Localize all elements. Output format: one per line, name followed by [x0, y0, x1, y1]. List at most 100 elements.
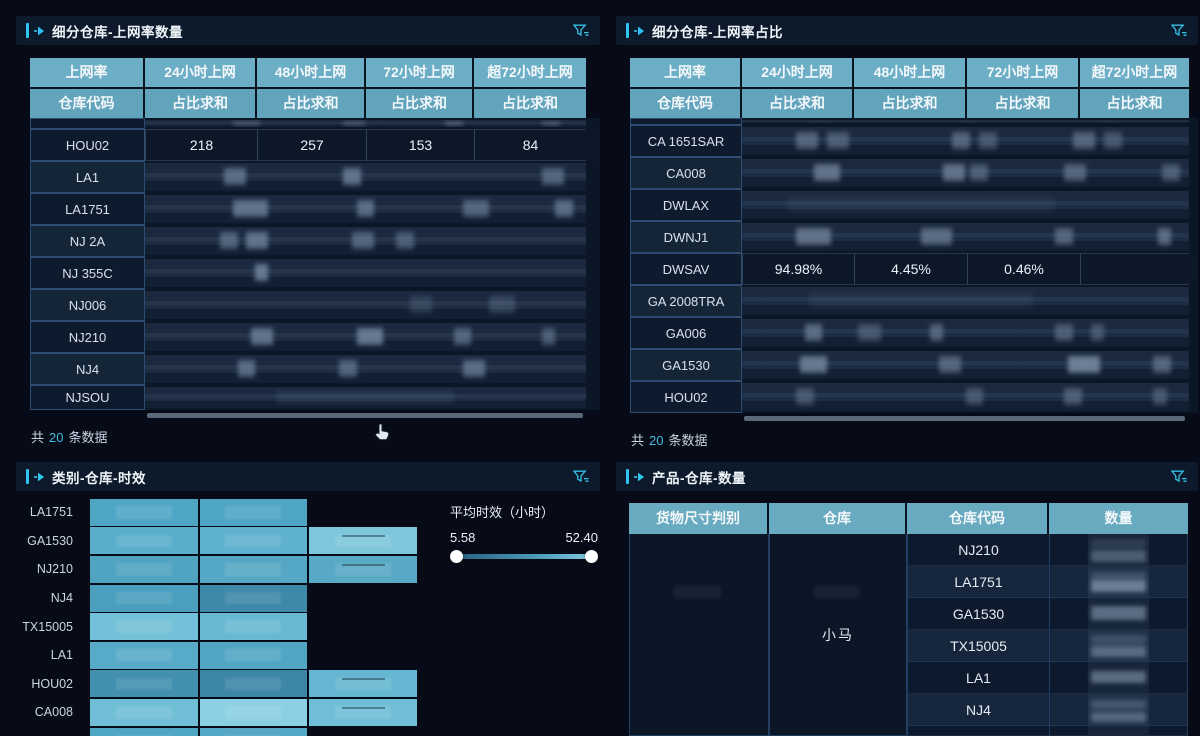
table-row[interactable]: HOU02	[630, 381, 1198, 413]
row-label[interactable]: DWLAX	[630, 189, 742, 221]
table-row[interactable]: LA1	[30, 161, 600, 193]
heatmap-cell[interactable]	[90, 641, 198, 669]
heatmap-cell[interactable]	[90, 527, 198, 555]
row-label[interactable]: NJ006	[30, 289, 145, 321]
heatmap-cell[interactable]	[309, 555, 417, 583]
table-row[interactable]: DWSAV 94.98% 4.45% 0.46%	[630, 253, 1198, 285]
panel-product-warehouse-qty: 产品-仓库-数量 货物尺寸判别 仓库 仓库代码 数量 小马 NJ210 LA1751 GA1…	[616, 462, 1198, 736]
row-label[interactable]: CA008	[630, 157, 742, 189]
table-cell[interactable]: 257	[257, 129, 366, 161]
heatmap-cell[interactable]	[309, 698, 417, 726]
quantity-cell[interactable]	[1049, 662, 1188, 694]
warehouse-code-cell[interactable]: GA1530	[907, 598, 1049, 630]
filter-icon[interactable]	[1171, 24, 1188, 38]
heatmap-cell[interactable]	[199, 555, 308, 583]
heatmap-cell[interactable]	[199, 641, 308, 669]
warehouse-cell[interactable]: 小马	[769, 534, 907, 736]
table-row[interactable]: DWLAX	[630, 189, 1198, 221]
table-row[interactable]: NJSOU	[30, 385, 600, 410]
table-row[interactable]: LA1751	[30, 193, 600, 225]
row-label[interactable]: GA006	[630, 317, 742, 349]
row-label[interactable]: CA 1651SAR	[630, 125, 742, 157]
horizontal-scrollbar[interactable]	[147, 413, 583, 418]
heatmap-cell[interactable]	[309, 670, 417, 698]
title-arrow-icon	[634, 26, 645, 36]
row-label[interactable]: NJ4	[30, 353, 145, 385]
row-label[interactable]: LA1751	[30, 193, 145, 225]
warehouse-code-cell[interactable]: NJ4	[907, 694, 1049, 726]
heatmap-cell[interactable]	[90, 498, 198, 526]
heatmap-cell[interactable]	[199, 698, 308, 726]
table-row[interactable]: NJ210	[30, 321, 600, 353]
row-label[interactable]: NJ210	[30, 321, 145, 353]
redaction-blur	[396, 232, 414, 250]
row-label[interactable]: GA1530	[630, 349, 742, 381]
table-row[interactable]: GA006	[630, 317, 1198, 349]
heatmap-cell[interactable]	[90, 727, 198, 736]
row-label[interactable]	[630, 118, 742, 125]
warehouse-code-cell[interactable]: TX15005	[907, 630, 1049, 662]
heatmap-cell[interactable]	[90, 613, 198, 641]
slider-handle-min[interactable]	[450, 550, 463, 563]
table-row[interactable]: CA008	[630, 157, 1198, 189]
warehouse-code-cell[interactable]	[907, 726, 1049, 736]
redaction-blur	[826, 132, 850, 150]
row-label[interactable]: DWSAV	[630, 253, 742, 285]
warehouse-code-cell[interactable]: LA1751	[907, 566, 1049, 598]
filter-icon[interactable]	[573, 24, 590, 38]
heatmap-cell[interactable]	[199, 527, 308, 555]
size-category-cell[interactable]	[629, 534, 769, 736]
legend-range-slider[interactable]	[450, 549, 598, 564]
table-row[interactable]: GA 2008TRA	[630, 285, 1198, 317]
warehouse-code-cell[interactable]: NJ210	[907, 534, 1049, 566]
table-row[interactable]: NJ 355C	[30, 257, 600, 289]
quantity-cell[interactable]	[1049, 534, 1188, 566]
heatmap-cell[interactable]	[90, 584, 198, 612]
table-row[interactable]: NJ006	[30, 289, 600, 321]
table-row[interactable]: NJ 2A	[30, 225, 600, 257]
table-row[interactable]: NJ4	[30, 353, 600, 385]
table-row[interactable]: GA1530	[630, 349, 1198, 381]
table-row[interactable]: DWNJ1	[630, 221, 1198, 253]
filter-icon[interactable]	[1171, 470, 1188, 484]
table-cell[interactable]: 0.46%	[967, 253, 1080, 285]
table-cell[interactable]: 84	[474, 129, 586, 161]
row-label[interactable]: HOU02	[630, 381, 742, 413]
heatmap-cell[interactable]	[90, 555, 198, 583]
row-label[interactable]: DWNJ1	[630, 221, 742, 253]
row-label[interactable]	[30, 118, 145, 129]
heatmap-cell[interactable]	[199, 670, 308, 698]
row-label[interactable]: NJ 355C	[30, 257, 145, 289]
horizontal-scrollbar[interactable]	[744, 416, 1185, 421]
heatmap-cell[interactable]	[309, 527, 417, 555]
quantity-cell[interactable]	[1049, 630, 1188, 662]
quantity-cell[interactable]	[1049, 598, 1188, 630]
warehouse-code-cell[interactable]: LA1	[907, 662, 1049, 694]
heatmap-cell[interactable]	[90, 698, 198, 726]
heatmap-cell[interactable]	[90, 670, 198, 698]
row-label[interactable]: LA1	[30, 161, 145, 193]
quantity-cell[interactable]	[1049, 694, 1188, 726]
table-row[interactable]: HOU02 218 257 153 84	[30, 129, 600, 161]
row-label[interactable]: NJSOU	[30, 385, 145, 410]
row-label[interactable]: GA 2008TRA	[630, 285, 742, 317]
quantity-cell[interactable]	[1049, 566, 1188, 598]
quantity-cell[interactable]	[1049, 726, 1188, 736]
heatmap-cell[interactable]	[199, 613, 308, 641]
table-row[interactable]	[30, 118, 600, 129]
heatmap-cell[interactable]	[199, 727, 308, 736]
table-cell[interactable]	[1080, 253, 1189, 285]
table-cell[interactable]: 4.45%	[854, 253, 967, 285]
slider-handle-max[interactable]	[585, 550, 598, 563]
table-cell[interactable]: 94.98%	[742, 253, 854, 285]
table-row[interactable]	[630, 118, 1198, 125]
heatmap-cell[interactable]	[199, 498, 308, 526]
filter-icon[interactable]	[573, 470, 590, 484]
table-cell[interactable]: 153	[366, 129, 474, 161]
heatmap-cell[interactable]	[199, 584, 308, 612]
table-cell[interactable]: 218	[145, 129, 257, 161]
table-row[interactable]: CA 1651SAR	[630, 125, 1198, 157]
row-label[interactable]: HOU02	[30, 129, 145, 161]
row-label[interactable]: NJ 2A	[30, 225, 145, 257]
